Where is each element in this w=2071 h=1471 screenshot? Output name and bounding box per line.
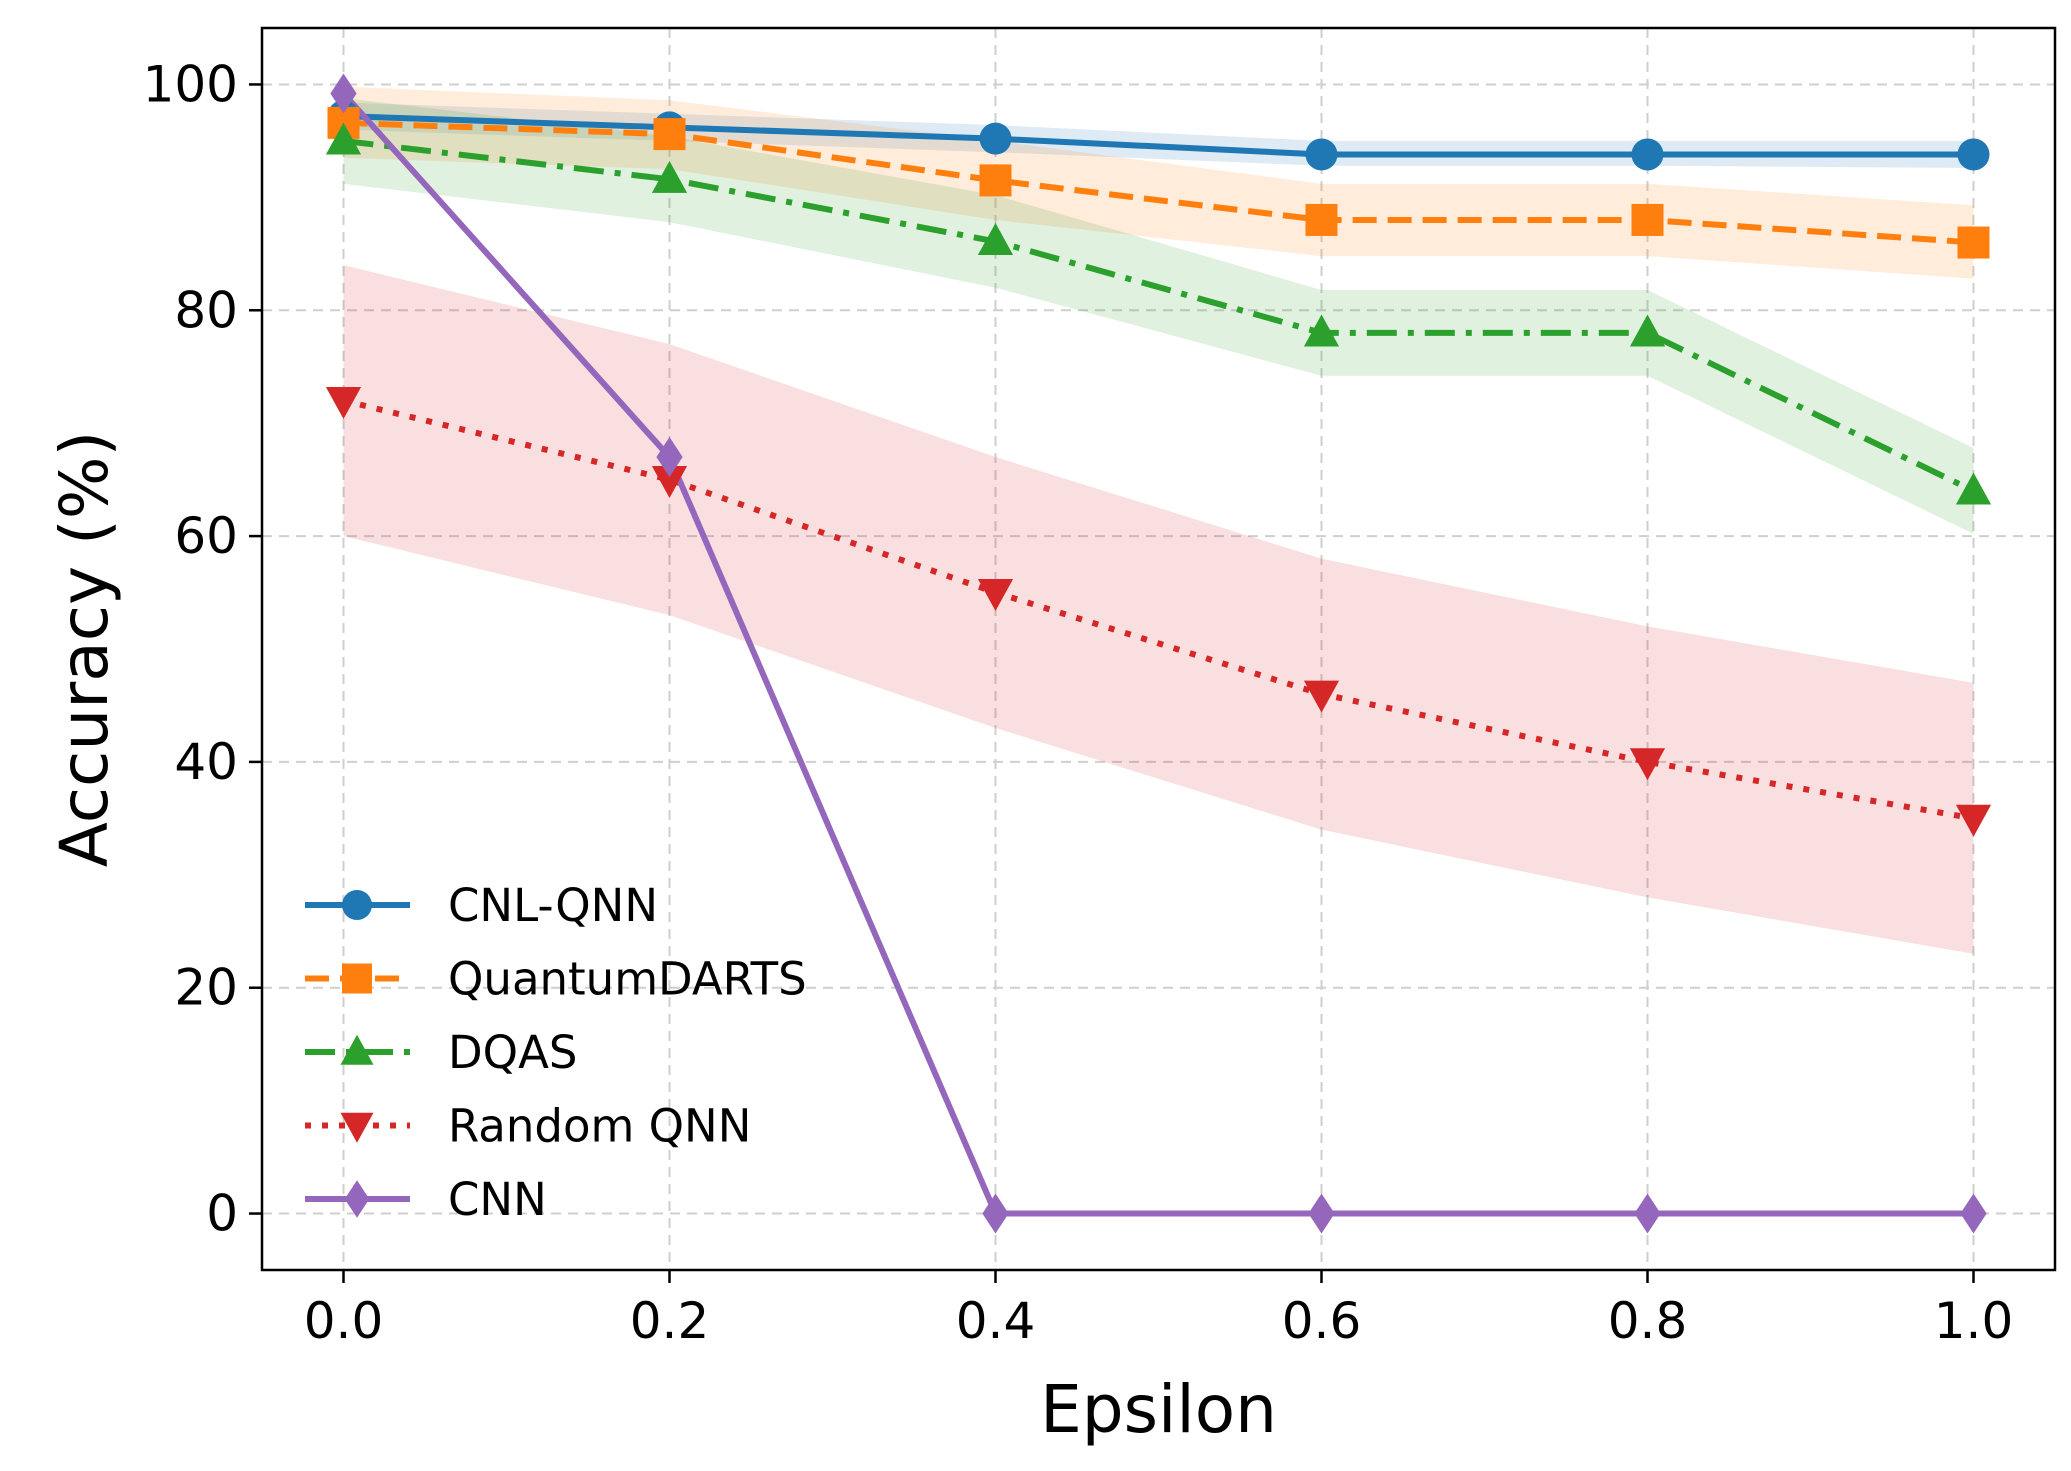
dqas-line xyxy=(343,137,1975,494)
cnn-point-2 xyxy=(982,1193,1009,1234)
random-qnn-point-4 xyxy=(1629,748,1666,781)
dqas-point-1 xyxy=(651,160,688,193)
x-tick-label-3: 0.6 xyxy=(1282,1292,1362,1350)
x-tick-label-2: 0.4 xyxy=(956,1292,1036,1350)
legend-label-cnl-qnn: CNL-QNN xyxy=(448,879,658,932)
x-axis-title: Epsilon xyxy=(1040,1371,1277,1448)
quantumdarts-point-5 xyxy=(1957,226,1990,259)
legend-label-quantumdarts: QuantumDARTS xyxy=(448,953,807,1006)
legend-label-cnn: CNN xyxy=(448,1173,547,1226)
quantumdarts-point-2 xyxy=(979,164,1012,197)
legend-marker-quantumdarts xyxy=(342,963,372,994)
cnn-line xyxy=(341,91,1974,1217)
series-markers xyxy=(325,73,1992,1234)
cnn-point-4 xyxy=(1634,1193,1661,1234)
cnn-point-5 xyxy=(1960,1193,1987,1234)
quantumdarts-point-4 xyxy=(1631,203,1664,236)
x-tick-label-4: 0.8 xyxy=(1608,1292,1688,1350)
random-qnn-point-5 xyxy=(1955,804,1992,837)
quantumdarts-point-3 xyxy=(1305,203,1338,236)
random-qnn-point-2 xyxy=(977,578,1014,611)
random-qnn-point-0 xyxy=(325,387,362,419)
dqas-point-0 xyxy=(325,122,362,155)
axis-ticks: 0.0 0.2 0.4 0.6 0.8 1.0 0 20 40 60 80 100 xyxy=(143,55,2014,1350)
cnl-qnn-point-2 xyxy=(979,122,1012,155)
x-tick-label-5: 1.0 xyxy=(1934,1292,2014,1350)
y-tick-label-1: 20 xyxy=(174,959,238,1017)
y-tick-label-3: 60 xyxy=(174,507,238,565)
quantumdarts-point-1 xyxy=(653,118,686,151)
dqas-point-5 xyxy=(1955,472,1992,505)
cnn-point-3 xyxy=(1308,1193,1335,1234)
quantumdarts-band xyxy=(343,86,1974,279)
cnl-qnn-point-3 xyxy=(1305,138,1338,171)
cnl-qnn-point-5 xyxy=(1957,138,1990,171)
x-tick-label-0: 0.0 xyxy=(304,1292,384,1350)
cnl-qnn-line xyxy=(343,113,1974,158)
legend-marker-random-qnn xyxy=(340,1112,374,1143)
quantumdarts-line xyxy=(343,119,1974,246)
y-tick-label-0: 0 xyxy=(206,1185,238,1243)
dqas-point-2 xyxy=(977,222,1014,255)
random-qnn-point-3 xyxy=(1303,680,1340,713)
y-axis-title: Accuracy (%) xyxy=(46,431,123,868)
legend-marker-cnn xyxy=(344,1180,370,1218)
y-tick-label-2: 40 xyxy=(174,733,238,791)
random-qnn-band xyxy=(343,265,1974,954)
cnn-point-1 xyxy=(656,437,683,478)
legend-label-random-qnn: Random QNN xyxy=(448,1100,751,1153)
legend-marker-dqas xyxy=(340,1034,374,1065)
y-tick-label-4: 80 xyxy=(174,281,238,339)
series-lines xyxy=(341,91,1975,1217)
legend: CNL-QNN QuantumDARTS DQAS Random QNN CNN xyxy=(305,879,807,1226)
dqas-point-3 xyxy=(1303,314,1340,347)
dqas-point-4 xyxy=(1629,314,1666,347)
legend-label-dqas: DQAS xyxy=(448,1026,577,1079)
x-tick-label-1: 0.2 xyxy=(630,1292,710,1350)
legend-marker-cnl-qnn xyxy=(342,890,372,920)
y-tick-label-5: 100 xyxy=(143,55,238,113)
random-qnn-point-1 xyxy=(651,466,688,499)
cnl-qnn-point-4 xyxy=(1631,138,1664,171)
random-qnn-line xyxy=(342,397,1975,822)
dqas-band xyxy=(343,98,1974,534)
cnn-point-0 xyxy=(330,73,357,114)
plot-frame xyxy=(260,26,2057,1272)
